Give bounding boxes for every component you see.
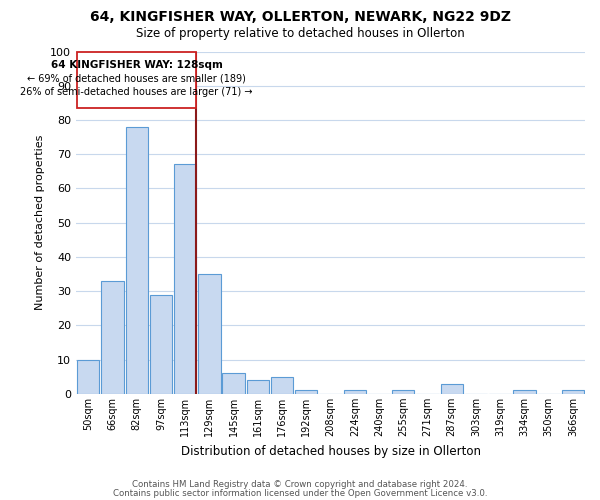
Text: Contains public sector information licensed under the Open Government Licence v3: Contains public sector information licen… [113, 489, 487, 498]
Bar [513, 390, 536, 394]
Bar [392, 390, 415, 394]
Bar [562, 390, 584, 394]
Bar [247, 380, 269, 394]
Bar [198, 274, 221, 394]
Bar [125, 127, 148, 394]
Bar [271, 377, 293, 394]
Bar [440, 384, 463, 394]
Bar [77, 52, 196, 108]
Bar [223, 374, 245, 394]
X-axis label: Distribution of detached houses by size in Ollerton: Distribution of detached houses by size … [181, 444, 481, 458]
Bar [344, 390, 366, 394]
Text: 64, KINGFISHER WAY, OLLERTON, NEWARK, NG22 9DZ: 64, KINGFISHER WAY, OLLERTON, NEWARK, NG… [89, 10, 511, 24]
Bar [77, 360, 100, 394]
Bar [174, 164, 196, 394]
Text: 26% of semi-detached houses are larger (71) →: 26% of semi-detached houses are larger (… [20, 88, 253, 98]
Text: Size of property relative to detached houses in Ollerton: Size of property relative to detached ho… [136, 28, 464, 40]
Text: Contains HM Land Registry data © Crown copyright and database right 2024.: Contains HM Land Registry data © Crown c… [132, 480, 468, 489]
Bar [150, 294, 172, 394]
Text: 64 KINGFISHER WAY: 128sqm: 64 KINGFISHER WAY: 128sqm [50, 60, 223, 70]
Y-axis label: Number of detached properties: Number of detached properties [35, 135, 44, 310]
Text: ← 69% of detached houses are smaller (189): ← 69% of detached houses are smaller (18… [27, 74, 246, 84]
Bar [101, 281, 124, 394]
Bar [295, 390, 317, 394]
